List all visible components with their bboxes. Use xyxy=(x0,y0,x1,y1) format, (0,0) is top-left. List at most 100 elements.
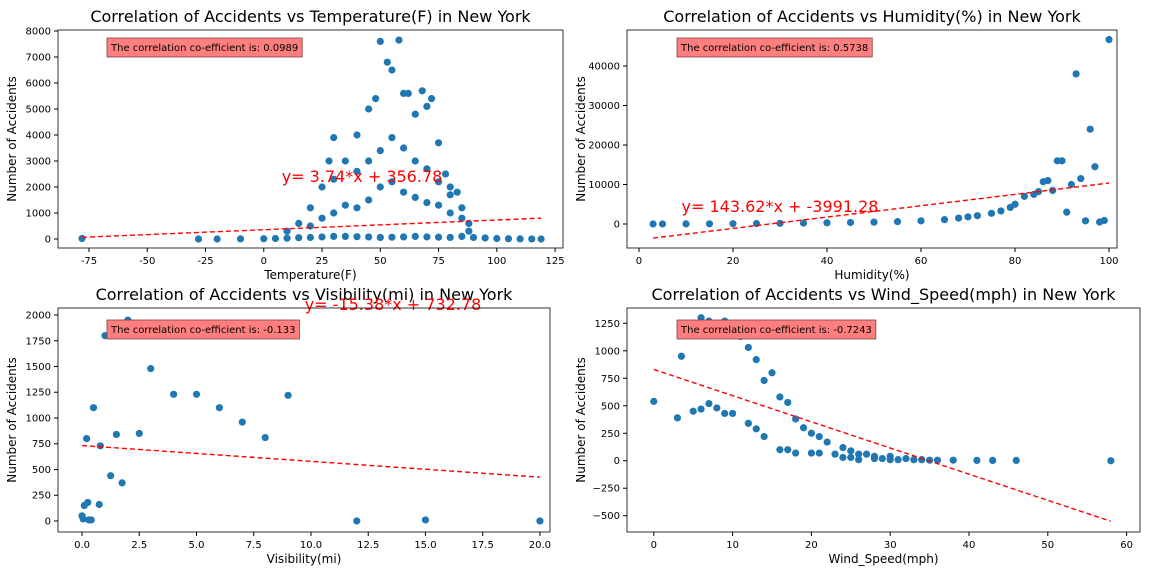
y-tick-label: 4000 xyxy=(26,130,51,141)
point xyxy=(792,449,800,457)
point xyxy=(697,405,705,413)
point xyxy=(365,196,373,204)
point xyxy=(318,183,326,191)
point xyxy=(118,479,126,487)
subplot: Correlation of Accidents vs Visibility(m… xyxy=(5,285,551,566)
point xyxy=(353,131,361,139)
x-tick-label: 20 xyxy=(727,256,740,267)
fit-line xyxy=(81,444,540,478)
point xyxy=(395,36,403,44)
annotation-box xyxy=(106,319,300,340)
point xyxy=(744,419,752,427)
point xyxy=(78,234,86,243)
fit-equation: y= 3.74*x + 356.78 xyxy=(282,167,443,186)
y-tick-label: −500 xyxy=(593,511,620,522)
point xyxy=(192,390,201,398)
point xyxy=(341,157,349,165)
point xyxy=(238,418,246,426)
point xyxy=(453,188,461,196)
x-tick-label: 100 xyxy=(1099,256,1118,267)
point xyxy=(434,233,443,241)
point xyxy=(752,355,760,364)
y-tick-label: 1500 xyxy=(26,362,51,373)
point xyxy=(388,66,396,74)
point xyxy=(855,450,863,458)
y-tick-label: 10000 xyxy=(588,180,620,191)
point xyxy=(870,454,879,463)
y-tick-label: 0 xyxy=(614,219,620,230)
point xyxy=(1086,125,1094,133)
point xyxy=(404,89,412,97)
point xyxy=(434,178,443,186)
point xyxy=(423,199,431,207)
point xyxy=(925,456,934,464)
point xyxy=(955,214,963,222)
annotation-box xyxy=(676,37,873,58)
point xyxy=(365,157,373,165)
y-tick-label: 500 xyxy=(601,401,620,412)
point xyxy=(682,220,690,228)
x-axis-label: Visibility(mi) xyxy=(267,552,342,566)
point xyxy=(855,456,863,464)
point xyxy=(689,407,697,415)
point xyxy=(799,424,808,432)
fit-line xyxy=(653,368,1112,522)
y-tick-label: 40000 xyxy=(588,62,620,73)
point xyxy=(330,175,338,183)
point xyxy=(446,191,454,199)
point xyxy=(170,390,178,398)
y-tick-label: 1000 xyxy=(595,346,620,357)
y-axis-label: Number of Accidents xyxy=(574,76,588,202)
point xyxy=(537,235,545,243)
annotation: The correlation co-efficient is: 0.0989 xyxy=(110,43,298,54)
point xyxy=(399,188,408,196)
point xyxy=(107,472,115,480)
point xyxy=(776,446,784,454)
point xyxy=(353,167,361,175)
point xyxy=(376,146,384,155)
point xyxy=(215,404,224,412)
x-tick-label: 2.5 xyxy=(131,540,147,551)
point xyxy=(493,234,501,243)
x-tick-label: 0 xyxy=(651,540,657,551)
point xyxy=(989,456,997,465)
point xyxy=(79,515,87,523)
point xyxy=(650,397,658,405)
point xyxy=(1081,217,1090,225)
point xyxy=(964,213,972,221)
point xyxy=(894,456,902,464)
x-tick-label: 60 xyxy=(1120,540,1133,551)
y-tick-label: −250 xyxy=(593,484,620,495)
x-tick-label: 10 xyxy=(726,540,739,551)
point xyxy=(918,456,926,464)
y-tick-label: 20000 xyxy=(588,141,620,152)
point xyxy=(481,234,489,242)
point xyxy=(465,227,473,235)
y-tick-label: 1000 xyxy=(26,413,51,424)
point xyxy=(823,438,831,446)
point xyxy=(768,369,776,377)
point xyxy=(469,233,478,242)
point xyxy=(658,220,667,228)
x-tick-label: 0.0 xyxy=(74,540,90,551)
point xyxy=(341,201,349,209)
point xyxy=(697,314,705,322)
point xyxy=(847,453,855,462)
point xyxy=(933,456,942,464)
point xyxy=(341,232,349,241)
point xyxy=(784,446,792,454)
x-tick-label: 20 xyxy=(805,540,818,551)
subplot-title: Correlation of Accidents vs Humidity(%) … xyxy=(663,7,1081,26)
point xyxy=(1011,200,1019,208)
point xyxy=(839,443,847,452)
x-tick-label: 12.5 xyxy=(357,540,379,551)
subplot: Correlation of Accidents vs Temperature(… xyxy=(5,7,565,282)
point xyxy=(295,234,303,242)
point xyxy=(987,209,996,217)
x-tick-label: 80 xyxy=(1009,256,1022,267)
axes-frame xyxy=(626,307,1141,533)
x-tick-label: 60 xyxy=(915,256,928,267)
point xyxy=(839,453,847,462)
x-tick-label: -25 xyxy=(197,256,213,267)
y-tick-label: 750 xyxy=(601,374,620,385)
